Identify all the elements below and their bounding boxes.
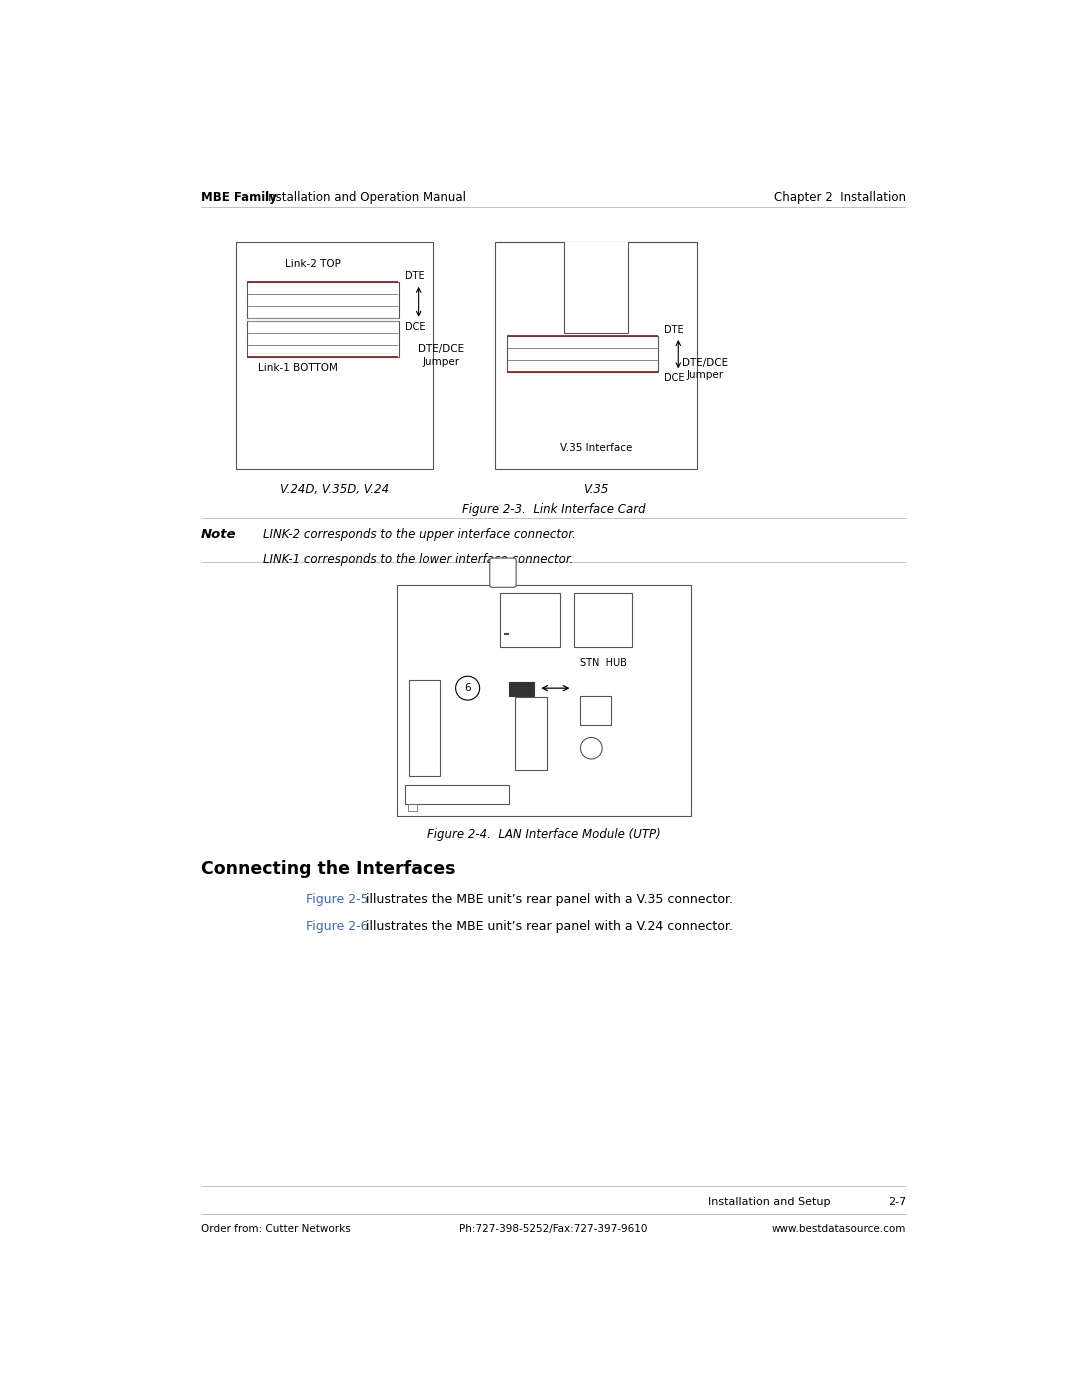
Bar bbox=[565, 242, 627, 334]
Bar bbox=[408, 803, 417, 812]
Bar bbox=[397, 585, 691, 816]
Bar bbox=[509, 682, 534, 696]
Bar bbox=[247, 282, 399, 319]
Text: Connecting the Interfaces: Connecting the Interfaces bbox=[201, 861, 456, 877]
Text: Link-1 BOTTOM: Link-1 BOTTOM bbox=[258, 363, 338, 373]
Bar bbox=[235, 242, 433, 469]
Bar bbox=[405, 785, 510, 803]
Text: Figure 2-5: Figure 2-5 bbox=[306, 893, 368, 907]
Bar bbox=[580, 696, 610, 725]
Bar bbox=[409, 680, 441, 775]
Bar bbox=[507, 337, 658, 372]
FancyBboxPatch shape bbox=[490, 557, 516, 587]
Text: illustrates the MBE unit’s rear panel with a V.35 connector.: illustrates the MBE unit’s rear panel wi… bbox=[362, 893, 733, 907]
Text: LINK-1 corresponds to the lower interface connector.: LINK-1 corresponds to the lower interfac… bbox=[262, 553, 573, 566]
Text: Installation and Setup: Installation and Setup bbox=[708, 1197, 831, 1207]
Text: DCE: DCE bbox=[664, 373, 685, 383]
Text: Figure 2-6: Figure 2-6 bbox=[306, 921, 368, 933]
Bar bbox=[496, 242, 697, 469]
Text: Link-2 TOP: Link-2 TOP bbox=[285, 260, 341, 270]
Text: LINK-2 corresponds to the upper interface connector.: LINK-2 corresponds to the upper interfac… bbox=[262, 528, 576, 541]
Text: V.35: V.35 bbox=[583, 482, 609, 496]
Text: Ph:727-398-5252/Fax:727-397-9610: Ph:727-398-5252/Fax:727-397-9610 bbox=[459, 1224, 648, 1234]
Text: DTE: DTE bbox=[664, 324, 684, 335]
Bar bbox=[500, 592, 561, 647]
Text: Installation and Operation Manual: Installation and Operation Manual bbox=[261, 191, 467, 204]
Text: Figure 2-4.  LAN Interface Module (UTP): Figure 2-4. LAN Interface Module (UTP) bbox=[428, 827, 661, 841]
Bar bbox=[515, 697, 548, 770]
Text: V.24D, V.35D, V.24: V.24D, V.35D, V.24 bbox=[280, 482, 389, 496]
Text: Chapter 2  Installation: Chapter 2 Installation bbox=[774, 191, 906, 204]
Text: Note: Note bbox=[201, 528, 237, 541]
Text: 6: 6 bbox=[464, 683, 471, 693]
Text: MBE Family: MBE Family bbox=[201, 191, 276, 204]
Text: DTE/DCE
Jumper: DTE/DCE Jumper bbox=[418, 344, 464, 367]
Text: V.35 Interface: V.35 Interface bbox=[559, 443, 632, 453]
Bar bbox=[247, 321, 399, 358]
Text: STN  HUB: STN HUB bbox=[580, 658, 626, 668]
Text: Order from: Cutter Networks: Order from: Cutter Networks bbox=[201, 1224, 351, 1234]
Text: DTE: DTE bbox=[405, 271, 424, 281]
Text: Figure 2-3.  Link Interface Card: Figure 2-3. Link Interface Card bbox=[461, 503, 646, 515]
Text: DCE: DCE bbox=[405, 323, 426, 332]
Text: 2-7: 2-7 bbox=[888, 1197, 906, 1207]
Text: illustrates the MBE unit’s rear panel with a V.24 connector.: illustrates the MBE unit’s rear panel wi… bbox=[362, 921, 733, 933]
Bar bbox=[573, 592, 632, 647]
Text: DTE/DCE
Jumper: DTE/DCE Jumper bbox=[681, 358, 728, 380]
Text: www.bestdatasource.com: www.bestdatasource.com bbox=[772, 1224, 906, 1234]
